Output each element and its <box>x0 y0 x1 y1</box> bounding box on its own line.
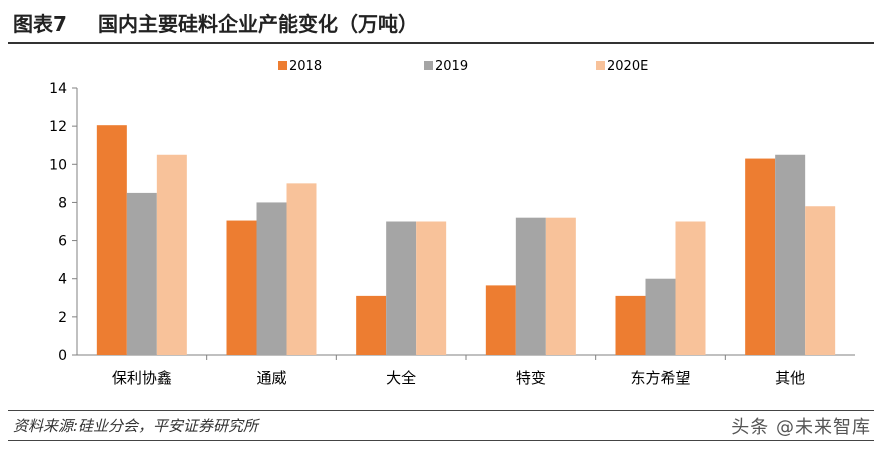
bar-2019 <box>256 202 287 355</box>
bar-2019 <box>126 192 157 355</box>
bar-2018 <box>615 295 646 355</box>
legend-swatch <box>278 61 287 70</box>
y-tick-label: 2 <box>58 310 67 326</box>
footer-rule <box>8 410 874 411</box>
bar-2020E <box>416 221 447 355</box>
y-tick-label: 10 <box>49 157 67 173</box>
y-tick-label: 0 <box>58 348 67 364</box>
bar-2018 <box>96 125 127 355</box>
bar-2019 <box>645 278 676 355</box>
bar-2018 <box>356 295 387 355</box>
bar-2018 <box>745 158 776 355</box>
bar-2019 <box>775 154 806 355</box>
x-tick-label: 大全 <box>386 369 416 387</box>
x-tick-label: 特变 <box>516 369 546 387</box>
legend-label: 2020E <box>607 59 648 74</box>
bar-2020E <box>286 183 317 355</box>
bar-chart: 0 2 4 6 8 10 12 14 保利协鑫 通威 大全 特变 东方希望 其他 2018 2019 2020E <box>49 59 855 387</box>
y-tick-label: 12 <box>49 119 67 135</box>
bar-2020E <box>675 221 706 355</box>
chart-title: 国内主要硅料企业产能变化（万吨） <box>98 12 418 36</box>
y-tick-label: 4 <box>58 272 67 288</box>
y-tick-label: 8 <box>58 195 67 211</box>
legend-swatch <box>424 61 433 70</box>
watermark: 头条 @未来智库 <box>731 417 871 438</box>
bottom-rule <box>8 440 874 441</box>
x-tick-label: 东方希望 <box>630 369 690 387</box>
bar-2020E <box>156 154 187 355</box>
source-note: 资料来源:硅业分会，平安证券研究所 <box>13 417 259 435</box>
figure-header: 图表7 国内主要硅料企业产能变化（万吨） <box>0 0 883 44</box>
bar-2019 <box>386 221 417 355</box>
top-rule <box>8 42 874 44</box>
legend-swatch <box>596 61 605 70</box>
y-tick-label: 14 <box>49 81 67 97</box>
x-tick-label: 保利协鑫 <box>112 369 172 387</box>
bar-2020E <box>545 217 576 355</box>
y-tick-label: 6 <box>58 234 67 250</box>
figure-label: 图表7 <box>13 12 67 36</box>
bar-2019 <box>515 217 546 355</box>
legend-label: 2018 <box>289 59 322 74</box>
bar-2018 <box>226 220 257 355</box>
x-tick-label: 其他 <box>775 369 805 387</box>
bar-2020E <box>805 206 836 355</box>
bar-2018 <box>485 285 516 355</box>
x-tick-label: 通威 <box>256 369 286 387</box>
legend-label: 2019 <box>435 59 468 74</box>
